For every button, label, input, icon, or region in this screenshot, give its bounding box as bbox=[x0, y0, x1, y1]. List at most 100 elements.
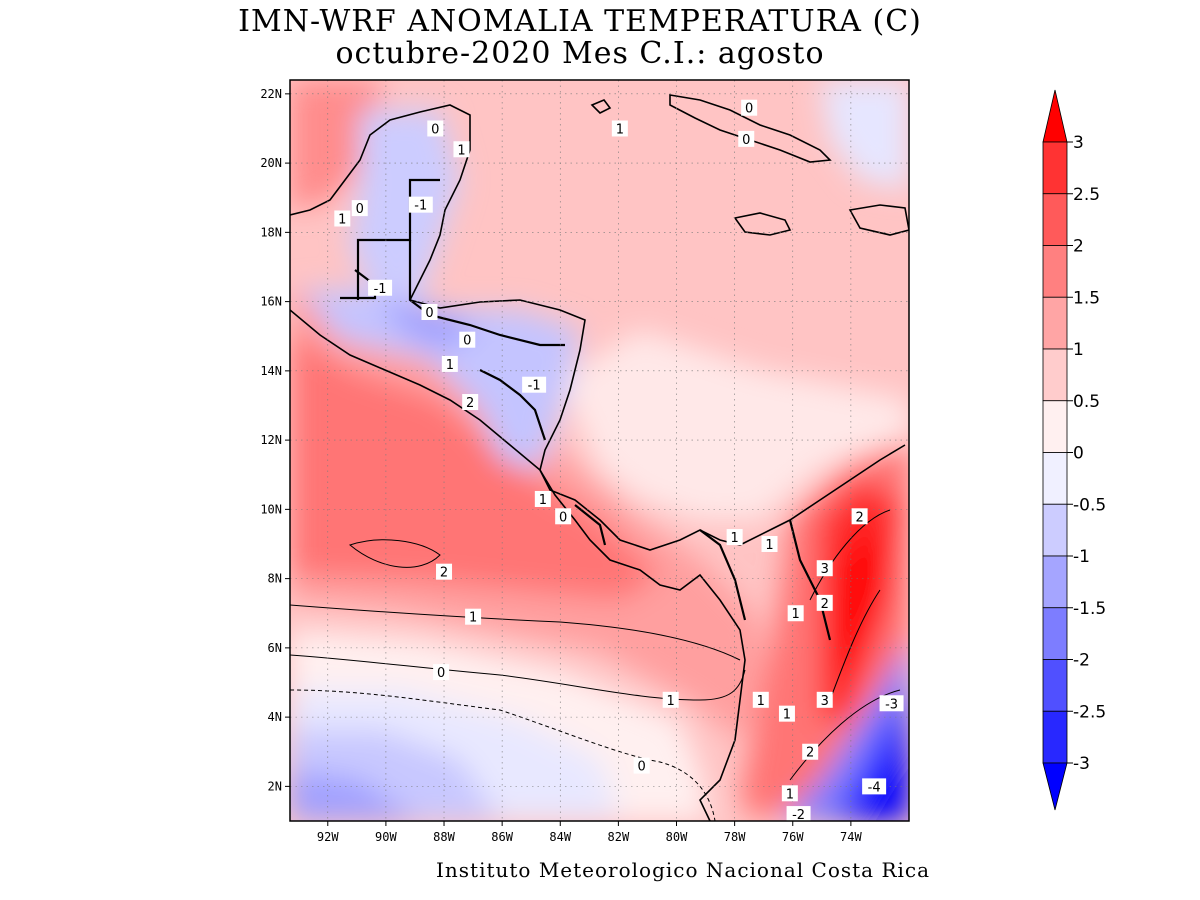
contour-label-box bbox=[662, 691, 679, 708]
contour-label-box bbox=[816, 594, 833, 611]
colorbar-box bbox=[1042, 296, 1068, 350]
lat-tick-label: 10N bbox=[260, 502, 282, 516]
colorbar-box bbox=[1042, 400, 1068, 453]
lat-tick-label: 20N bbox=[260, 156, 282, 170]
colorbar-label: 0.5 bbox=[1073, 392, 1100, 412]
contour-label-box bbox=[816, 560, 833, 577]
lon-tick-label: 74W bbox=[840, 830, 862, 844]
contour-label-box bbox=[334, 210, 351, 227]
lon-tick-label: 92W bbox=[317, 830, 339, 844]
lon-tick-label: 86W bbox=[491, 830, 513, 844]
contour-label-box bbox=[462, 394, 479, 411]
lat-tick-label: 12N bbox=[260, 433, 282, 447]
contour-label-box bbox=[726, 529, 743, 546]
contour-label: -3 bbox=[885, 697, 898, 712]
contour-label: 1 bbox=[457, 143, 465, 158]
colorbar-box bbox=[1042, 659, 1068, 712]
lat-tick-label: 2N bbox=[268, 779, 282, 793]
contour-label-box bbox=[787, 605, 804, 622]
colorbar-box bbox=[1042, 193, 1068, 246]
colorbar-box bbox=[1042, 348, 1068, 402]
lon-tick-label: 88W bbox=[433, 830, 455, 844]
lat-tick-label: 22N bbox=[260, 87, 282, 101]
contour-label-box bbox=[459, 331, 476, 348]
contour-label-box bbox=[778, 705, 795, 722]
contour-label: 1 bbox=[783, 708, 791, 723]
contour-label-box bbox=[816, 691, 833, 708]
contour-label-box bbox=[633, 757, 650, 774]
lon-tick-label: 82W bbox=[608, 830, 630, 844]
map-title-line1: IMN-WRF ANOMALIA TEMPERATURA (C) bbox=[238, 4, 922, 39]
colorbar-label: 0 bbox=[1073, 444, 1084, 464]
lon-tick-label: 76W bbox=[782, 830, 804, 844]
contour-label-box bbox=[741, 99, 758, 116]
lat-tick-label: 8N bbox=[268, 572, 282, 586]
contour-label-box bbox=[752, 691, 769, 708]
colorbar-label: -1 bbox=[1073, 547, 1090, 567]
lon-tick-label: 80W bbox=[666, 830, 688, 844]
colorbar-label: -0.5 bbox=[1073, 495, 1106, 515]
lon-tick-label: 90W bbox=[375, 830, 397, 844]
contour-label: 1 bbox=[667, 694, 675, 709]
contour-label: 1 bbox=[730, 531, 738, 546]
contour-label: 1 bbox=[338, 213, 346, 228]
colorbar-label: -3 bbox=[1073, 754, 1090, 774]
contour-label-box bbox=[534, 490, 551, 507]
colorbar-box bbox=[1042, 710, 1068, 764]
contour-label: -1 bbox=[374, 282, 387, 297]
contour-label-box bbox=[761, 535, 778, 552]
contour-label: 1 bbox=[616, 122, 624, 137]
contour-label-box bbox=[555, 508, 572, 525]
contour-label-box bbox=[781, 785, 798, 802]
colorbar-label: 2.5 bbox=[1073, 185, 1100, 205]
country-borders bbox=[340, 178, 832, 641]
contour-lines bbox=[290, 509, 901, 821]
latitude-axis: 22N 20N 18N 16N 14N 12N 10N 8N 6N 4N 2N bbox=[260, 87, 290, 793]
contour-label: 0 bbox=[559, 510, 567, 525]
contour-label-box bbox=[738, 130, 755, 147]
longitude-axis: 92W 90W 88W 86W 84W 82W 80W 78W 76W 74W bbox=[317, 821, 862, 844]
coastlines bbox=[290, 94, 909, 821]
colorbar-box bbox=[1042, 245, 1068, 298]
colorbar-label: 1 bbox=[1073, 340, 1084, 360]
contour-label: 0 bbox=[431, 122, 439, 137]
lat-tick-label: 4N bbox=[268, 710, 282, 724]
contour-label: -2 bbox=[792, 808, 805, 823]
contour-label-box bbox=[408, 196, 433, 213]
contour-label: 2 bbox=[855, 510, 863, 525]
lat-tick-label: 6N bbox=[268, 641, 282, 655]
map-grid bbox=[290, 80, 909, 821]
contour-label: 1 bbox=[539, 493, 547, 508]
colorbar-label: -2 bbox=[1073, 651, 1090, 671]
colorbar-box bbox=[1042, 503, 1068, 557]
contour-label: 2 bbox=[440, 566, 448, 581]
contour-label-box bbox=[433, 664, 450, 681]
lat-tick-label: 16N bbox=[260, 295, 282, 309]
contour-label: 3 bbox=[821, 694, 829, 709]
contour-label: 0 bbox=[356, 202, 364, 217]
contour-label-box bbox=[851, 508, 868, 525]
contour-label: 1 bbox=[786, 787, 794, 802]
contour-label-box bbox=[436, 563, 453, 580]
contour-label: 0 bbox=[425, 306, 433, 321]
colorbar: 3 2.5 2 1.5 1 0.5 0 -0.5 -1 -1.5 -2 -2.5 -3 bbox=[1042, 89, 1106, 811]
colorbar-box bbox=[1042, 555, 1068, 609]
contour-label: 2 bbox=[466, 396, 474, 411]
colorbar-top-arrow bbox=[1042, 89, 1068, 143]
colorbar-label: 1.5 bbox=[1073, 288, 1100, 308]
contour-label-box bbox=[427, 120, 444, 137]
colorbar-box bbox=[1042, 141, 1068, 195]
colorbar-label: -1.5 bbox=[1073, 599, 1106, 619]
contour-label: 1 bbox=[765, 538, 773, 553]
contour-label: 0 bbox=[742, 133, 750, 148]
contour-label-box bbox=[421, 303, 438, 320]
contour-label: -1 bbox=[414, 199, 427, 214]
colorbar-label: 2 bbox=[1073, 237, 1084, 257]
contour-label-box bbox=[862, 778, 887, 795]
contour-label-box bbox=[465, 608, 482, 625]
contour-label-box bbox=[453, 141, 470, 158]
colorbar-label: 3 bbox=[1073, 133, 1084, 153]
contour-label: 0 bbox=[745, 102, 753, 117]
